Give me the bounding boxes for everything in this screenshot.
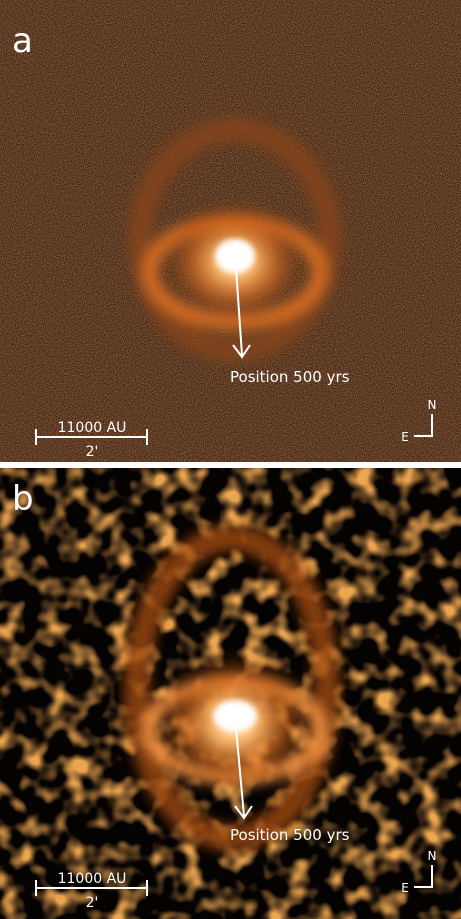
panel-label: a — [12, 21, 33, 61]
annotation: Position 500 yrs — [230, 826, 350, 844]
compass-east: E — [401, 881, 409, 895]
scale-length: 11000 AU — [58, 420, 127, 436]
panel-a: a Position 500 yrs 11000 AU 2' N E — [0, 0, 461, 462]
panel-label: b — [12, 479, 34, 519]
scale-angle: 2' — [86, 444, 99, 460]
compass-north: N — [428, 849, 437, 863]
scale-length: 11000 AU — [58, 871, 127, 887]
scale-angle: 2' — [86, 895, 99, 911]
panel-b: b Position 500 yrs 11000 AU 2' N E — [0, 468, 461, 919]
compass-east: E — [401, 430, 409, 444]
compass-north: N — [428, 398, 437, 412]
star — [215, 239, 255, 273]
figure: a Position 500 yrs 11000 AU 2' N E b Pos… — [0, 0, 461, 919]
star — [213, 700, 257, 732]
annotation: Position 500 yrs — [230, 368, 350, 386]
